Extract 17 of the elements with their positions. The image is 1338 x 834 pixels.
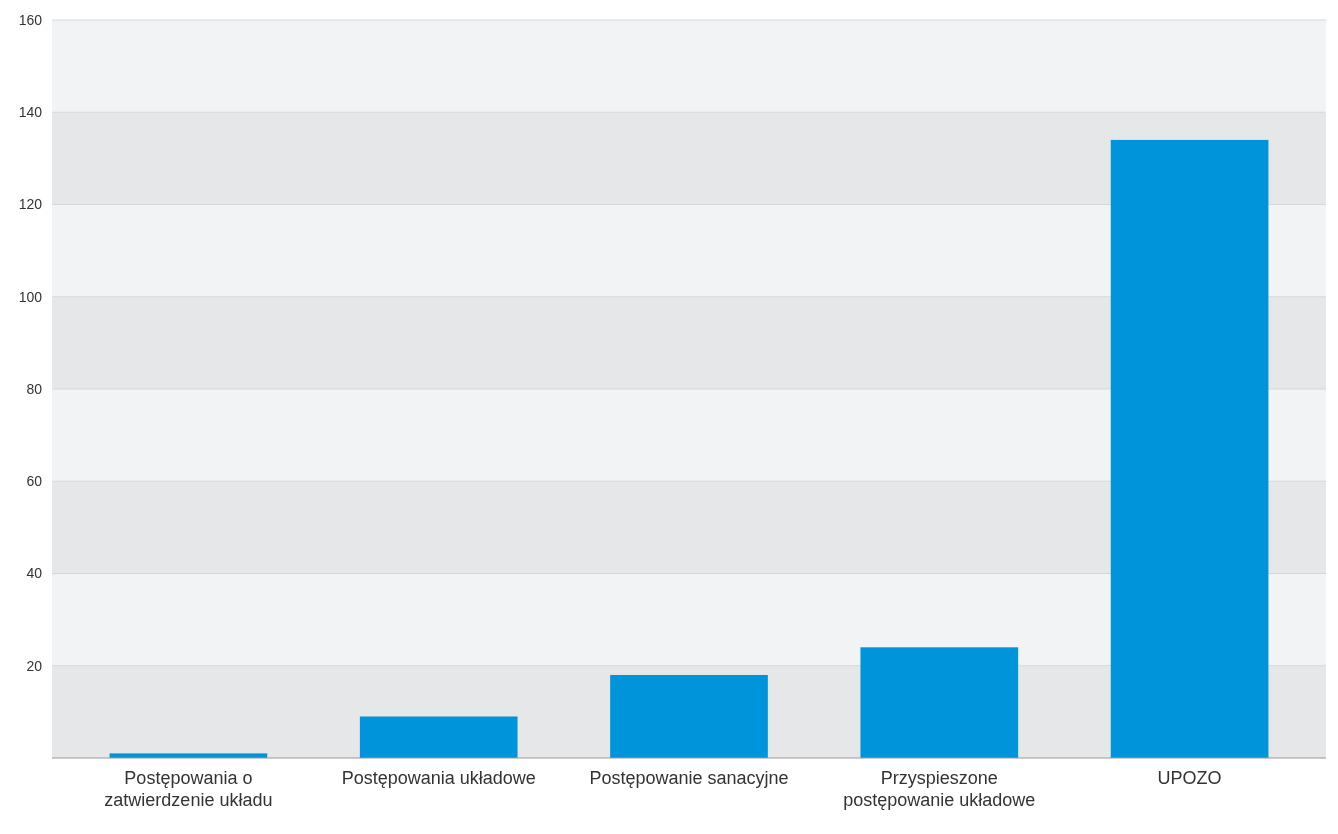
- y-tick-label: 160: [18, 11, 43, 28]
- y-tick-label: 100: [18, 288, 43, 305]
- bar: [1110, 139, 1269, 758]
- x-tick-label: Postępowanie sanacyjne: [589, 768, 789, 788]
- y-tick-label: 20: [26, 657, 43, 674]
- bar: [610, 674, 768, 758]
- y-tick-label: 80: [26, 380, 43, 397]
- y-tick-label: 120: [18, 196, 43, 213]
- x-tick-label: Postępowania układowe: [341, 768, 536, 788]
- bar: [860, 647, 1019, 758]
- x-tick-label: Przyspieszone postępowanie układowe: [843, 768, 1036, 810]
- x-tick-label: Postępowania o zatwierdzenie układu: [104, 768, 273, 810]
- bar: [359, 716, 518, 758]
- y-tick-label: 140: [18, 104, 43, 121]
- x-tick-label: UPOZO: [1157, 768, 1222, 788]
- y-tick-label: 60: [26, 473, 43, 490]
- y-tick-label: 40: [26, 565, 43, 582]
